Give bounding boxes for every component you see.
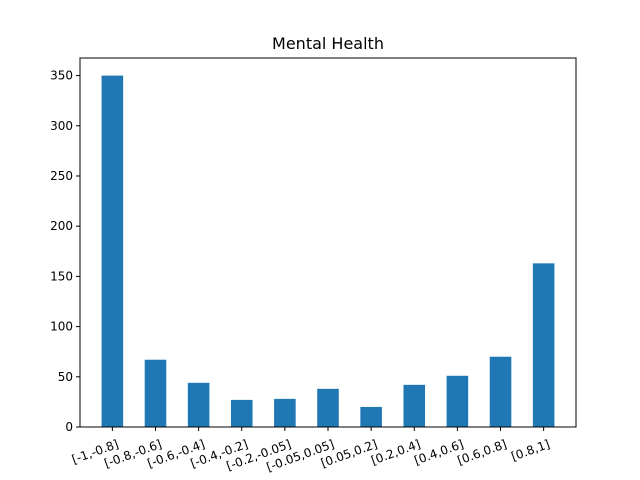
y-tick-label: 200 [50, 219, 73, 233]
y-axis: 0 50 100 150 200 250 300 350 [50, 69, 80, 434]
x-tick-label: [0.4,0.6] [412, 437, 465, 468]
bar [532, 263, 555, 427]
x-axis: [-1,-0.8][-0.8,-0.6][-0.6,-0.4][-0.4,-0.… [70, 427, 552, 474]
bar [360, 406, 382, 427]
y-tick-label: 150 [50, 269, 73, 283]
plot-frame [79, 57, 577, 428]
bar [144, 359, 167, 427]
y-tick-label: 100 [50, 320, 73, 334]
y-tick-label: 250 [50, 169, 73, 183]
bars [101, 75, 555, 427]
bar [274, 398, 296, 427]
y-tick-label: 300 [50, 119, 73, 133]
chart-title: Mental Health [272, 34, 384, 53]
bar [403, 384, 426, 427]
x-tick-label: [0.6,0.8] [456, 437, 509, 468]
y-tick-label: 50 [58, 370, 73, 384]
y-tick-label: 0 [65, 420, 73, 434]
bar [187, 382, 210, 427]
y-tick-label: 350 [50, 69, 73, 83]
x-tick-label: [0.2,0.4] [369, 437, 422, 468]
bar [230, 399, 253, 427]
bar [101, 75, 124, 427]
x-tick-label: [0.8,1] [509, 437, 551, 464]
bar [317, 388, 339, 427]
bar [489, 356, 512, 427]
bar [446, 375, 469, 427]
